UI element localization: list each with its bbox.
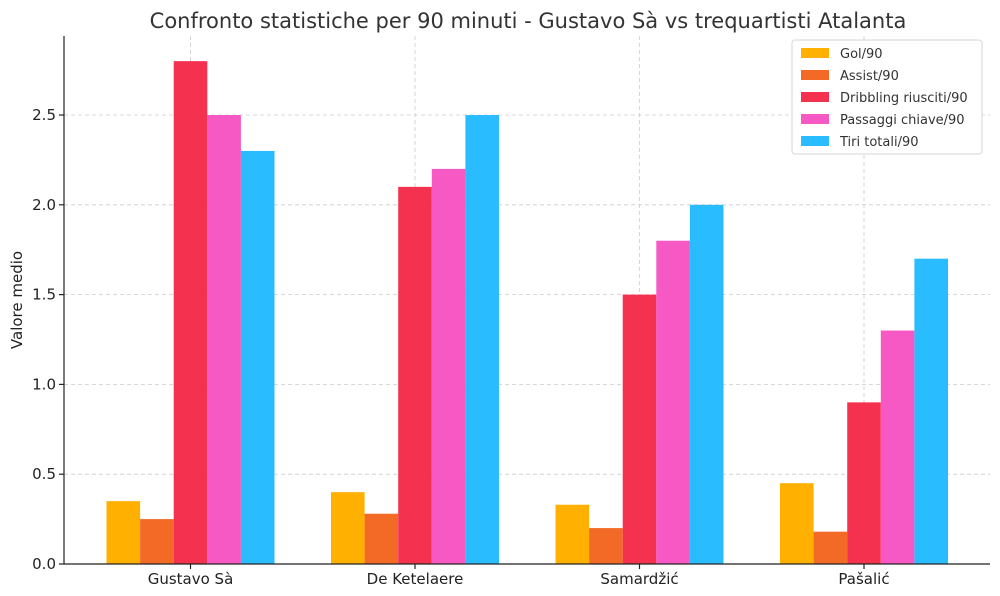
bar-passaggi-chiave-90-3 xyxy=(880,330,915,564)
bar-dribbling-riusciti-90-0 xyxy=(173,61,208,565)
bar-tiri-totali-90-1 xyxy=(465,115,499,564)
x-tick-label: Samardžić xyxy=(600,570,678,588)
bar-gol-90-3 xyxy=(780,483,814,564)
bar-assist-90-1 xyxy=(364,513,399,564)
legend-swatch xyxy=(801,70,829,80)
bar-gol-90-1 xyxy=(331,492,365,564)
bars xyxy=(106,61,948,565)
y-tick-label: 0.5 xyxy=(32,465,56,483)
legend-box xyxy=(791,39,983,155)
legend-swatch xyxy=(801,92,829,102)
bar-tiri-totali-90-2 xyxy=(689,204,724,564)
y-tick-label: 1.5 xyxy=(32,286,56,304)
y-tick-label: 2.0 xyxy=(32,196,56,214)
y-axis-label: Valore medio xyxy=(8,251,26,349)
bar-passaggi-chiave-90-0 xyxy=(207,115,241,564)
y-tick-label: 2.5 xyxy=(32,106,56,124)
bar-gol-90-2 xyxy=(555,504,590,564)
axes xyxy=(63,36,990,565)
chart-title: Confronto statistiche per 90 minuti - Gu… xyxy=(150,9,907,33)
legend-label: Tiri totali/90 xyxy=(839,135,919,150)
bar-assist-90-2 xyxy=(589,528,623,564)
x-tick-label: Gustavo Sà xyxy=(148,570,234,588)
bar-tiri-totali-90-0 xyxy=(240,150,275,564)
x-tick-label: Pašalić xyxy=(838,570,889,588)
bar-assist-90-0 xyxy=(140,519,174,564)
legend-label: Gol/90 xyxy=(840,47,883,62)
bar-dribbling-riusciti-90-3 xyxy=(847,402,881,564)
bar-passaggi-chiave-90-1 xyxy=(431,168,466,565)
y-tick-label: 1.0 xyxy=(32,375,56,393)
legend-swatch xyxy=(801,48,829,58)
x-tick-label: De Ketelaere xyxy=(367,570,464,588)
legend-label: Dribbling riusciti/90 xyxy=(840,91,968,106)
bar-dribbling-riusciti-90-1 xyxy=(398,186,432,564)
y-ticks: 0.0 0.5 1.0 1.5 2.0 2.5 xyxy=(32,106,64,573)
legend-swatch xyxy=(801,136,829,146)
bar-dribbling-riusciti-90-2 xyxy=(622,294,657,564)
legend-label: Assist/90 xyxy=(840,69,899,84)
bar-assist-90-3 xyxy=(813,531,848,564)
legend-label: Passaggi chiave/90 xyxy=(840,113,965,128)
bar-gol-90-0 xyxy=(106,501,141,564)
x-ticks: Gustavo Sà De Ketelaere Samardžić Pašalić xyxy=(148,564,890,588)
bar-passaggi-chiave-90-2 xyxy=(656,240,690,565)
legend-swatch xyxy=(801,114,829,124)
y-tick-label: 0.0 xyxy=(32,555,56,573)
legend: Gol/90 Assist/90 Dribbling riusciti/90 Pass… xyxy=(791,39,983,155)
bar-tiri-totali-90-3 xyxy=(914,258,948,564)
